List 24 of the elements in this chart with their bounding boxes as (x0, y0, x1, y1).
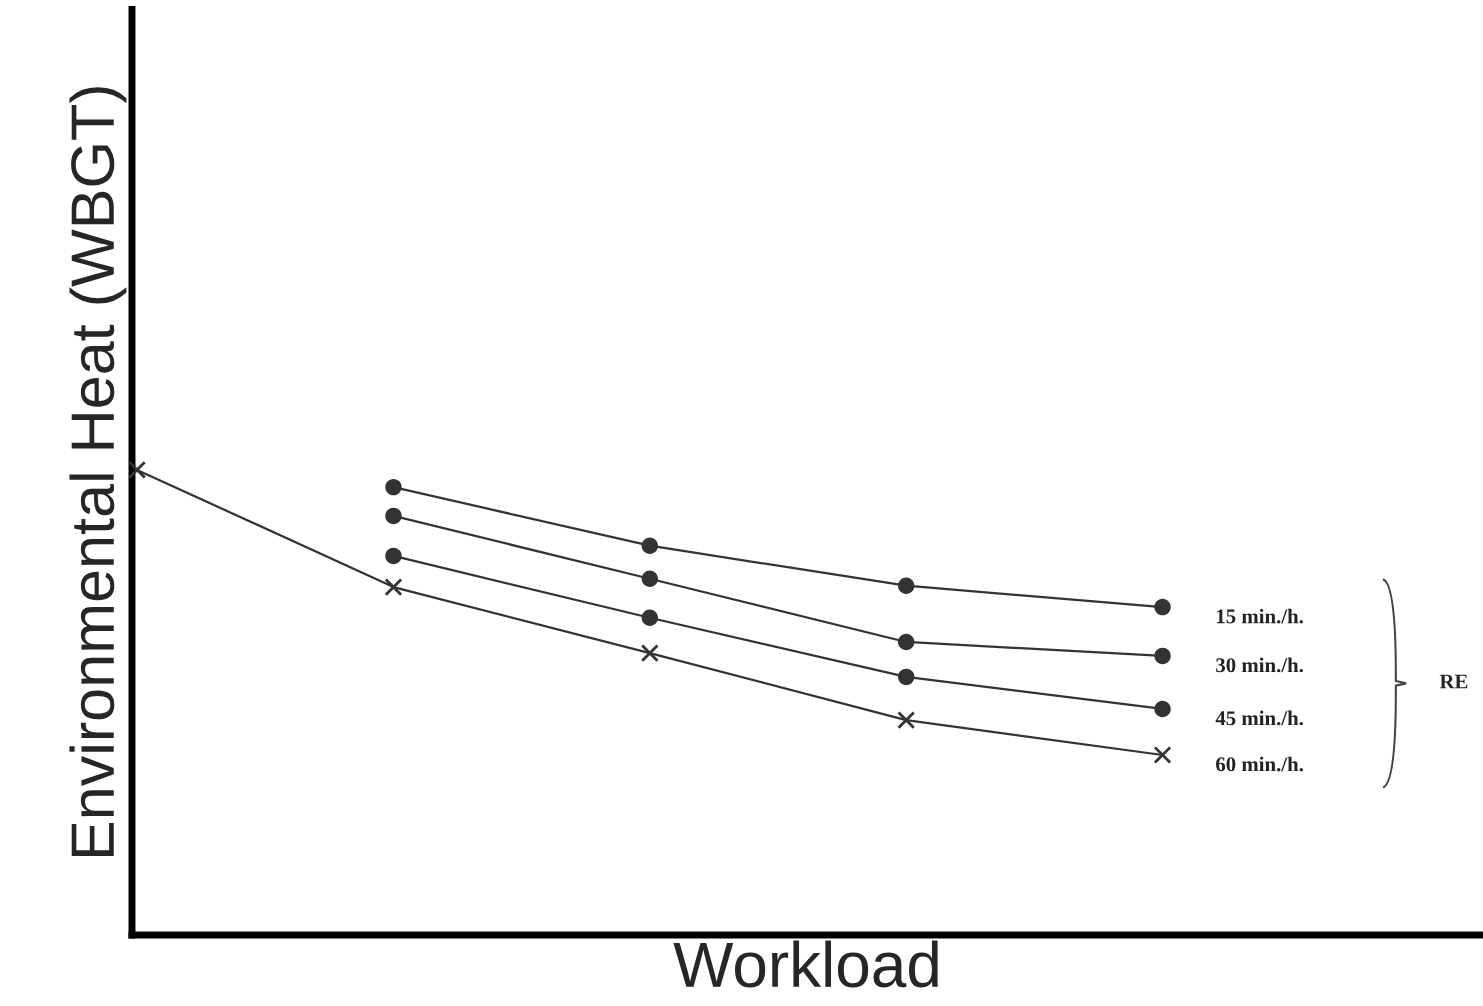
point (385, 547, 402, 565)
point (1154, 598, 1171, 616)
point (1153, 745, 1172, 764)
point (128, 460, 147, 479)
point (385, 507, 402, 525)
text: 30 min./h. (1216, 657, 1303, 673)
point (897, 668, 915, 686)
point (640, 644, 659, 663)
point (897, 711, 916, 730)
point (641, 570, 659, 587)
point (1154, 700, 1171, 718)
x-axis-title: Workload (673, 940, 938, 988)
point (897, 633, 915, 651)
point (385, 478, 402, 496)
point (384, 578, 403, 597)
text: 45 min./h. (1215, 710, 1303, 726)
text: 60 min./h. (1216, 756, 1303, 772)
annotation: RE (1439, 674, 1468, 689)
text: 15 min./h. (1217, 608, 1303, 624)
point (641, 609, 659, 626)
point (897, 577, 915, 594)
y-axis-title: Environmental Heat (WBGT) (69, 87, 127, 857)
point (1154, 647, 1171, 665)
point (641, 537, 659, 554)
